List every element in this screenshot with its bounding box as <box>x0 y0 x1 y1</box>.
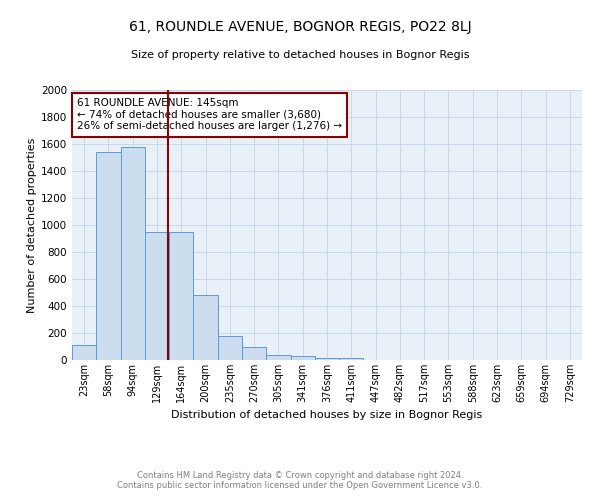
Bar <box>72 345 96 360</box>
Text: 61, ROUNDLE AVENUE, BOGNOR REGIS, PO22 8LJ: 61, ROUNDLE AVENUE, BOGNOR REGIS, PO22 8… <box>128 20 472 34</box>
Y-axis label: Number of detached properties: Number of detached properties <box>27 138 37 312</box>
Bar <box>315 358 339 360</box>
Bar <box>169 232 193 360</box>
Bar <box>290 356 315 360</box>
Bar <box>339 358 364 360</box>
Text: Contains HM Land Registry data © Crown copyright and database right 2024.
Contai: Contains HM Land Registry data © Crown c… <box>118 470 482 490</box>
Text: Size of property relative to detached houses in Bognor Regis: Size of property relative to detached ho… <box>131 50 469 60</box>
Bar <box>121 148 145 360</box>
Bar <box>193 295 218 360</box>
Bar <box>96 152 121 360</box>
Bar <box>218 336 242 360</box>
Bar <box>266 354 290 360</box>
Text: 61 ROUNDLE AVENUE: 145sqm
← 74% of detached houses are smaller (3,680)
26% of se: 61 ROUNDLE AVENUE: 145sqm ← 74% of detac… <box>77 98 342 132</box>
Bar <box>242 346 266 360</box>
X-axis label: Distribution of detached houses by size in Bognor Regis: Distribution of detached houses by size … <box>172 410 482 420</box>
Bar <box>145 232 169 360</box>
